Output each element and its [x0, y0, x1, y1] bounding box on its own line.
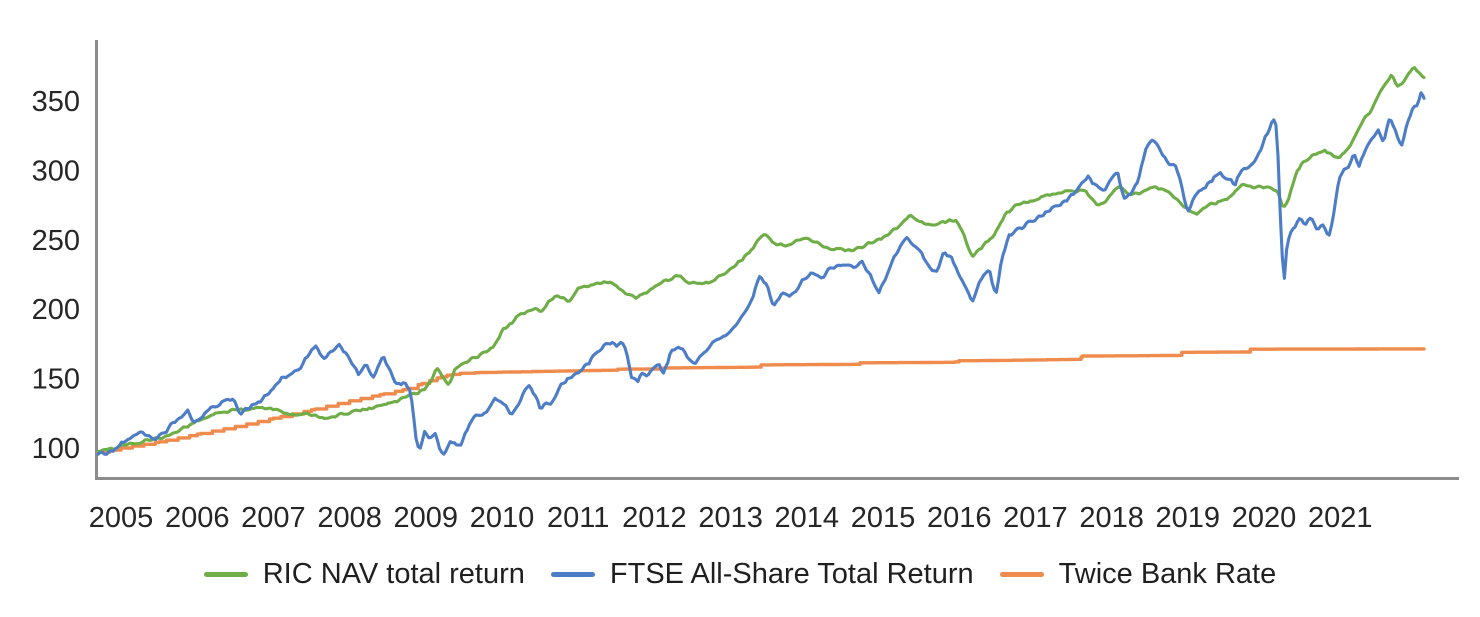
x-axis-tick-label: 2010 [470, 502, 535, 534]
x-axis-tick-label: 2017 [1003, 502, 1068, 534]
x-axis-tick-label: 2019 [1156, 502, 1221, 534]
x-axis-tick-label: 2018 [1079, 502, 1144, 534]
y-axis-tick-label: 350 [32, 86, 80, 118]
x-axis-tick-label: 2009 [394, 502, 459, 534]
series-line-ric-nav-total-return [96, 66, 1426, 454]
legend-item-twice-bank-rate: Twice Bank Rate [999, 558, 1277, 591]
x-axis-tick-label: 2005 [89, 502, 154, 534]
legend-swatch-icon [999, 572, 1044, 577]
y-axis-tick-label: 100 [32, 433, 80, 465]
y-axis-tick-label: 150 [32, 364, 80, 396]
legend-item-ric-nav-total-return: RIC NAV total return [203, 558, 525, 591]
y-axis-tick-label: 250 [32, 225, 80, 257]
x-axis-tick-label: 2014 [775, 502, 840, 534]
legend-swatch-icon [550, 572, 595, 577]
x-axis-tick-label: 2008 [317, 502, 382, 534]
legend-item-ftse-all-share-total-return: FTSE All-Share Total Return [550, 558, 974, 591]
x-axis-tick-label: 2006 [165, 502, 230, 534]
y-axis-tick-label: 200 [32, 294, 80, 326]
chart-legend: RIC NAV total return FTSE All-Share Total… [0, 558, 1480, 591]
legend-label: FTSE All-Share Total Return [609, 558, 974, 590]
legend-label: RIC NAV total return [262, 558, 525, 590]
legend-label: Twice Bank Rate [1058, 558, 1277, 590]
series-line-ftse-all-share-total-return [96, 91, 1426, 456]
x-axis-tick-label: 2013 [698, 502, 763, 534]
y-axis-tick-label: 300 [32, 155, 80, 187]
x-axis-tick-label: 2016 [927, 502, 992, 534]
x-axis-tick-label: 2021 [1308, 502, 1373, 534]
x-axis-tick-label: 2020 [1232, 502, 1297, 534]
x-axis-tick-label: 2011 [547, 502, 609, 534]
x-axis-tick-label: 2007 [241, 502, 306, 534]
legend-swatch-icon [203, 572, 248, 577]
x-axis-tick-label: 2012 [622, 502, 687, 534]
series-line-twice-bank-rate [96, 347, 1426, 454]
x-axis-tick-label: 2015 [851, 502, 916, 534]
